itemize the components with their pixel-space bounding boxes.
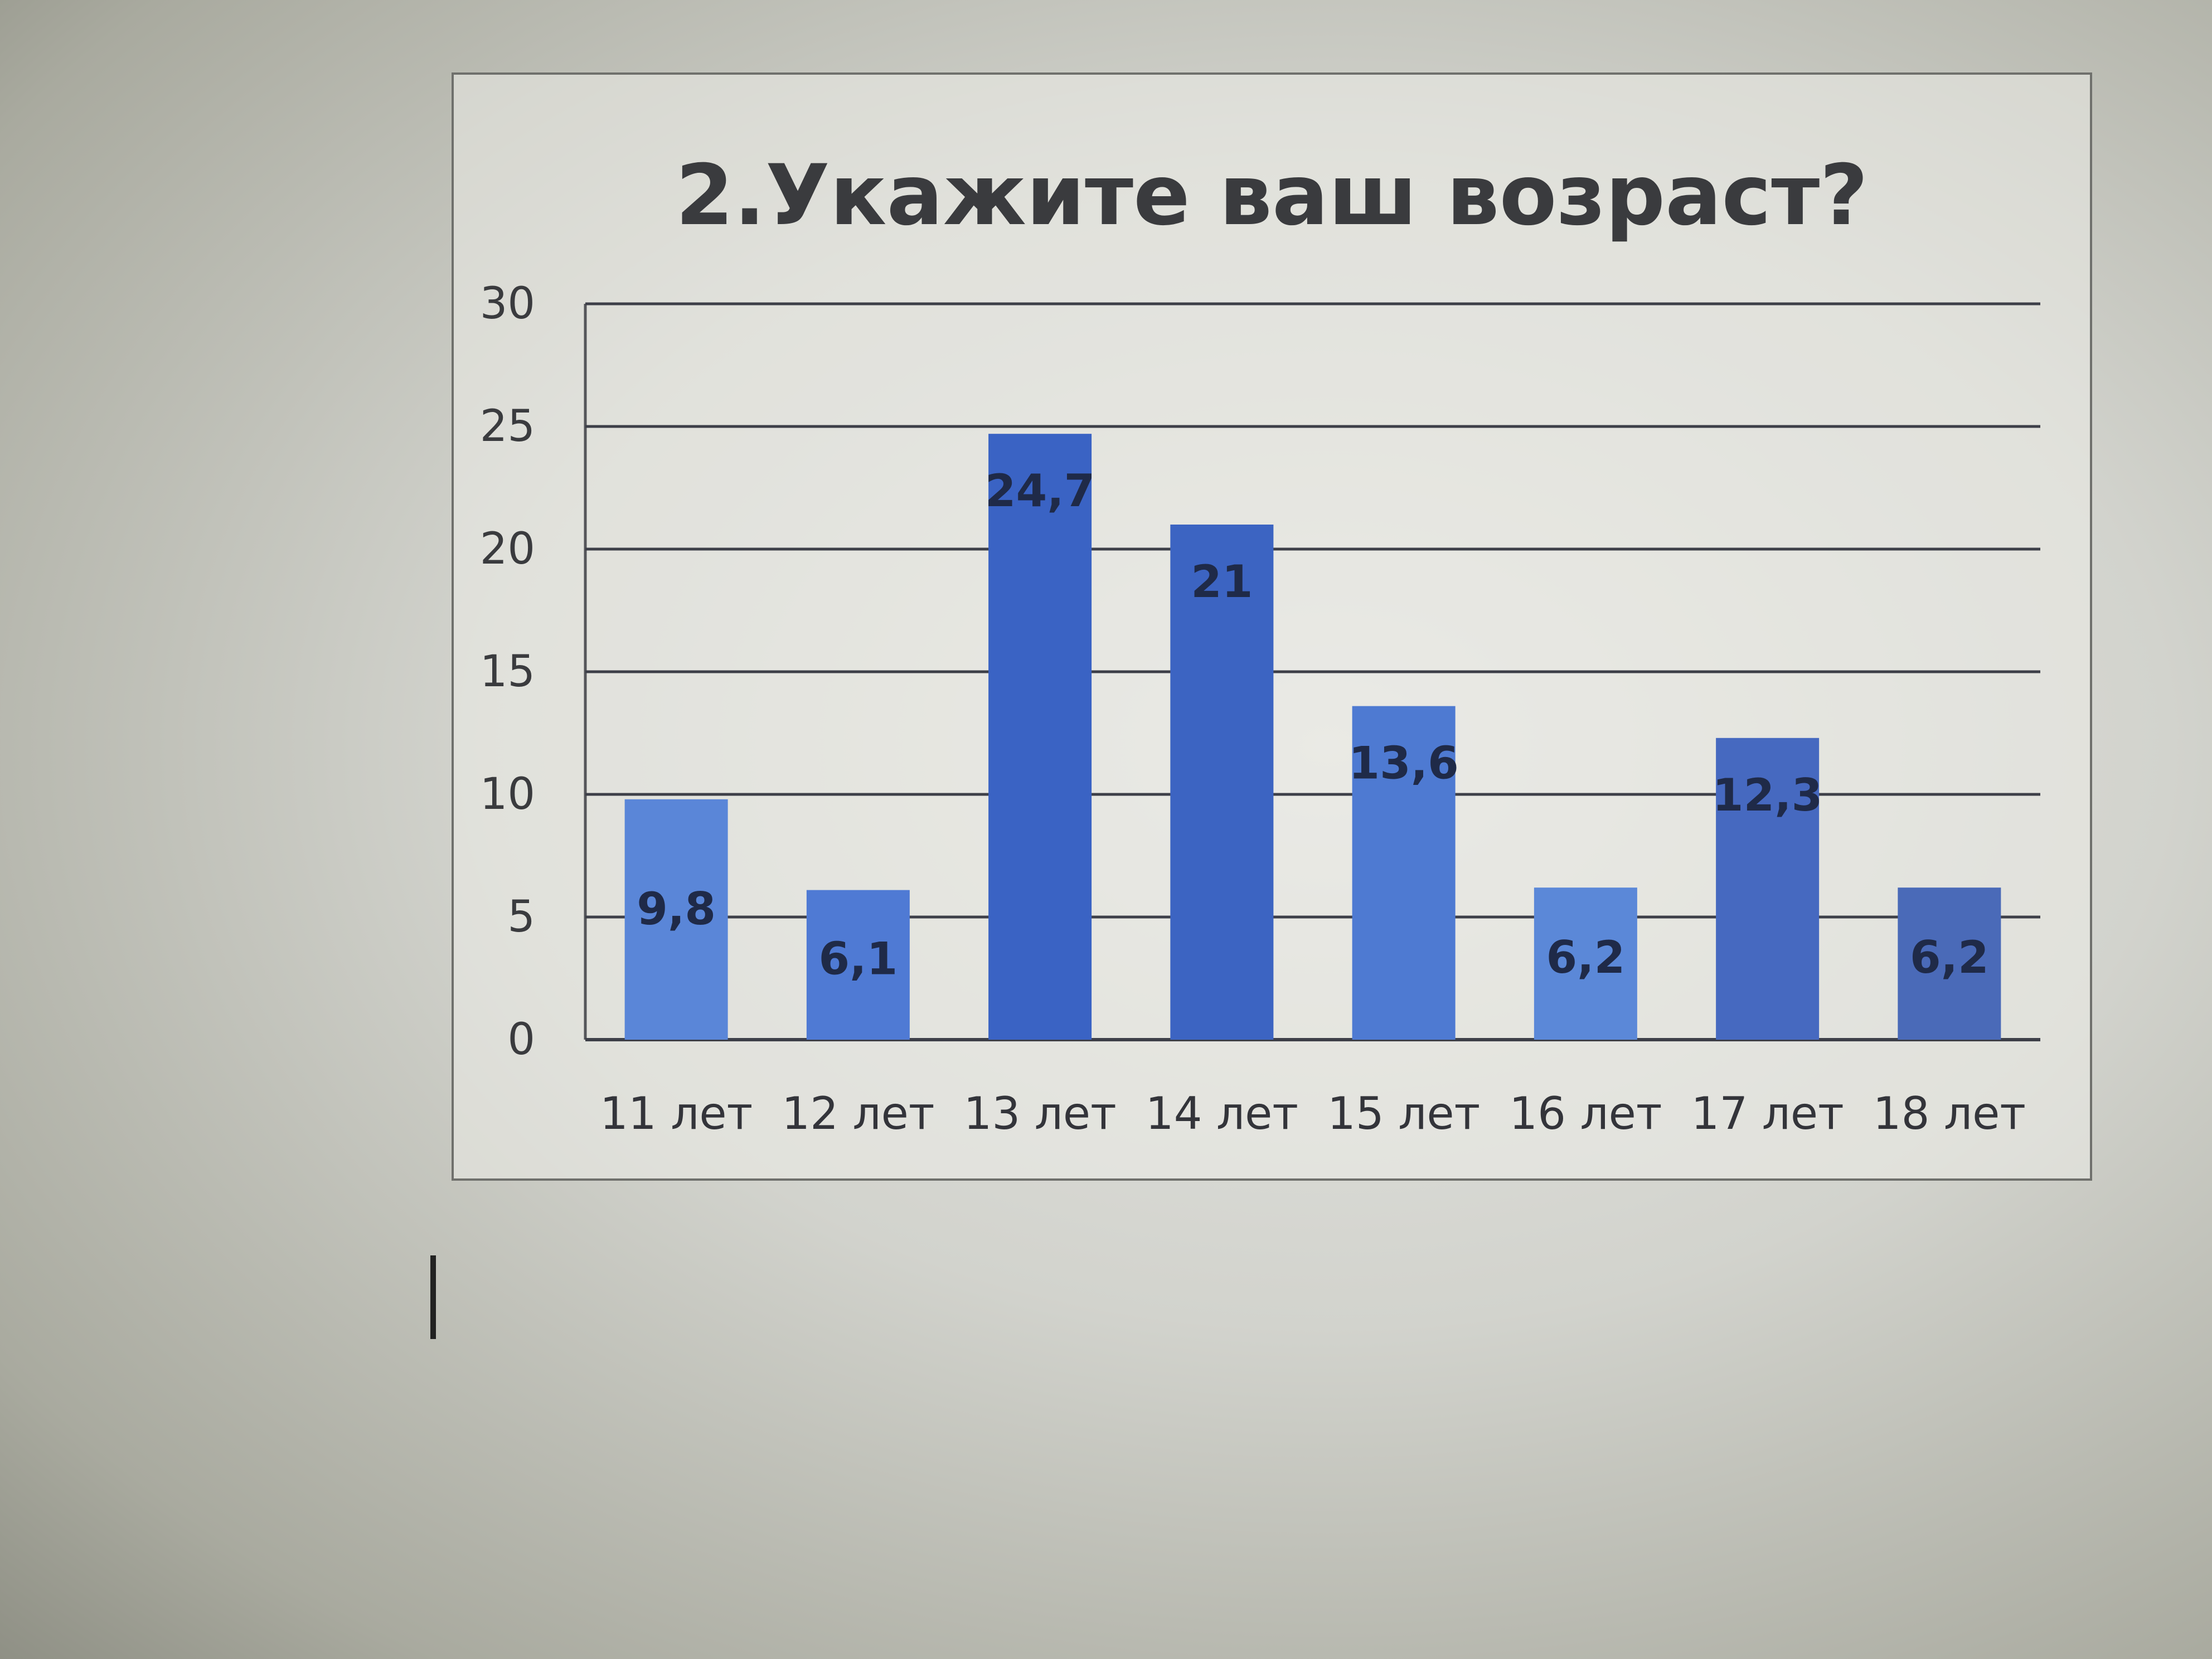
bar: [1534, 887, 1637, 1040]
y-tick-label: 5: [507, 892, 535, 942]
y-tick-label: 25: [480, 401, 535, 452]
x-tick-label: 15 лет: [1327, 1088, 1480, 1139]
bar: [806, 890, 910, 1040]
x-tick-label: 14 лет: [1146, 1088, 1298, 1139]
data-label: 6,2: [1546, 932, 1626, 983]
y-tick-label: 10: [480, 769, 535, 819]
bar: [988, 434, 1092, 1040]
text-cursor: [430, 1255, 436, 1339]
data-label: 13,6: [1348, 738, 1458, 789]
y-tick-label: 15: [480, 647, 535, 697]
y-tick-label: 30: [480, 279, 535, 329]
chart-title: 2.Укажите ваш возраст?: [675, 147, 1869, 244]
data-label: 21: [1191, 556, 1253, 608]
data-label: 6,1: [819, 933, 898, 984]
x-tick-label: 12 лет: [782, 1088, 934, 1139]
data-label: 9,8: [637, 883, 716, 935]
x-tick-label: 13 лет: [964, 1088, 1117, 1139]
bar: [1716, 738, 1820, 1040]
bar: [1898, 887, 2001, 1040]
x-tick-label: 11 лет: [600, 1088, 753, 1139]
bar: [624, 799, 728, 1040]
x-tick-label: 17 лет: [1691, 1088, 1844, 1139]
data-label: 12,3: [1713, 769, 1822, 821]
data-label: 6,2: [1910, 932, 1989, 983]
bar: [1352, 706, 1456, 1040]
x-tick-label: 16 лет: [1509, 1088, 1662, 1139]
y-tick-label: 0: [507, 1015, 535, 1065]
data-label: 24,7: [985, 465, 1095, 517]
y-tick-label: 20: [480, 524, 535, 574]
bar: [1170, 525, 1274, 1040]
x-tick-label: 18 лет: [1873, 1088, 2026, 1139]
